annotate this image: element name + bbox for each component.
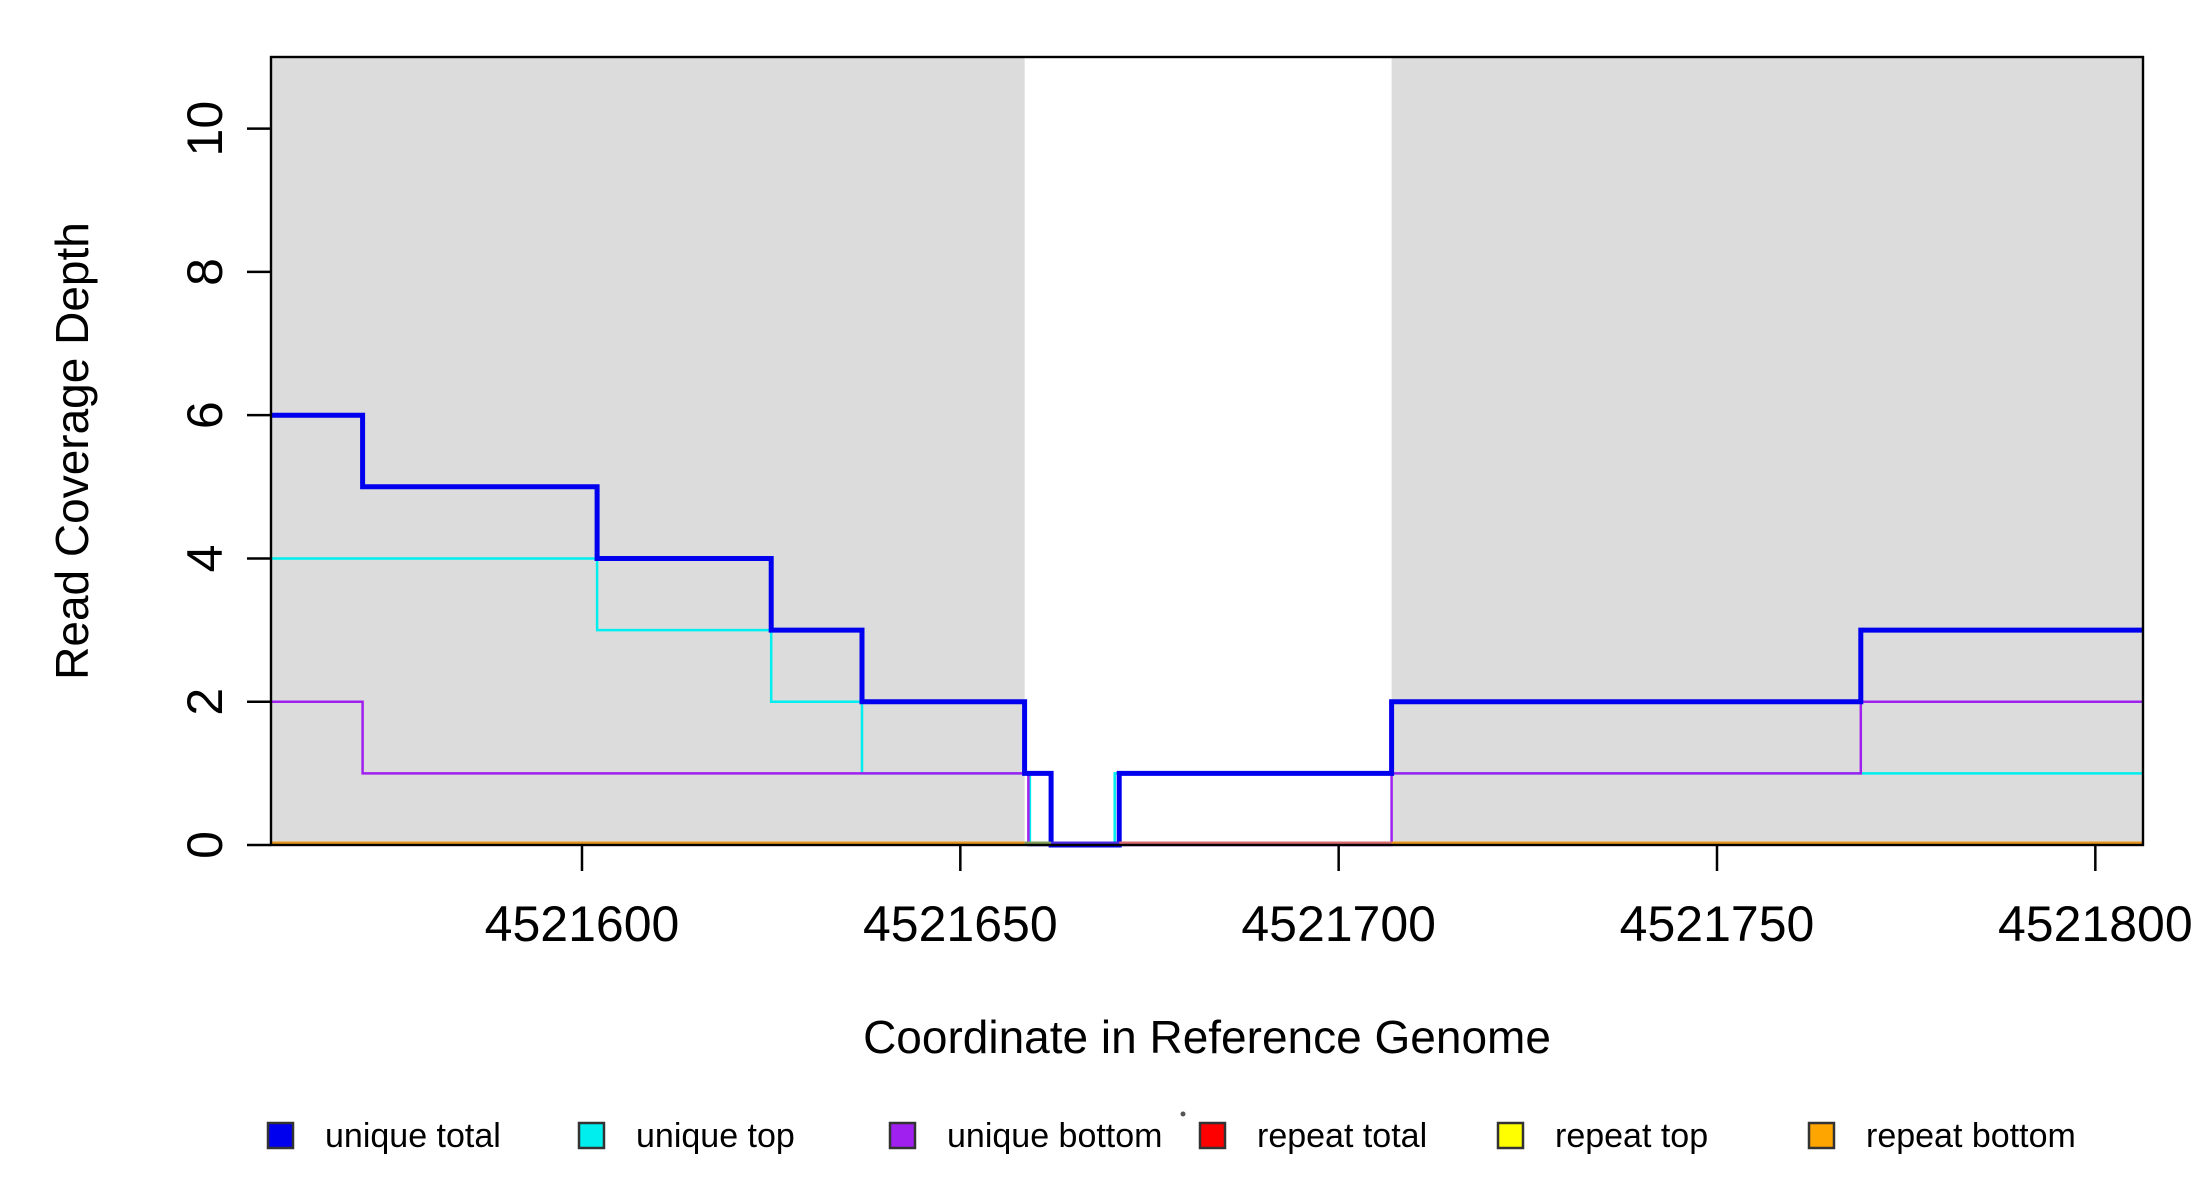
- x-tick-label: 4521750: [1620, 896, 1815, 952]
- legend-label-unique-total: unique total: [325, 1117, 501, 1155]
- legend-label-repeat-total: repeat total: [1257, 1117, 1427, 1155]
- legend-label-unique-top: unique top: [636, 1117, 795, 1155]
- x-tick-label: 4521800: [1998, 896, 2193, 952]
- legend-swatch-repeat-total: [1198, 1121, 1227, 1150]
- series-line-unique-top: [271, 557, 2143, 847]
- x-axis-title: Coordinate in Reference Genome: [863, 1011, 1551, 1063]
- y-tick-label: 6: [177, 401, 233, 429]
- series-line-unique-total: [271, 412, 2143, 848]
- legend: unique total unique top unique bottom repea…: [266, 1117, 2076, 1155]
- stray-dot-artifact: [1180, 1111, 1186, 1117]
- legend-swatch-unique-total: [266, 1121, 295, 1150]
- legend-swatch-unique-top: [577, 1121, 606, 1150]
- annotations-group: [1180, 1111, 1186, 1117]
- shaded-regions-group: [271, 57, 2143, 845]
- axis-ticks-group: 4521600 4521650 4521700 4521750 4521800 0 2 4 6 8…: [177, 101, 2193, 952]
- plot-frame: [269, 55, 2145, 847]
- y-tick-label: 0: [177, 831, 233, 859]
- y-axis-title: Read Coverage Depth: [46, 222, 98, 680]
- legend-label-unique-bottom: unique bottom: [947, 1117, 1163, 1155]
- legend-swatch-unique-bottom: [888, 1121, 917, 1150]
- legend-swatch-repeat-bottom: [1807, 1121, 1836, 1150]
- x-tick-label: 4521600: [485, 896, 680, 952]
- x-tick-label: 4521650: [863, 896, 1058, 952]
- legend-label-repeat-bottom: repeat bottom: [1866, 1117, 2076, 1155]
- x-tick-label: 4521700: [1241, 896, 1436, 952]
- plot-frame-group: [269, 55, 2145, 847]
- y-tick-label: 10: [177, 101, 233, 157]
- shaded-region-left: [271, 57, 1025, 845]
- y-tick-label: 8: [177, 258, 233, 286]
- legend-swatch-repeat-top: [1496, 1121, 1525, 1150]
- y-tick-label: 4: [177, 545, 233, 573]
- legend-label-repeat-top: repeat top: [1555, 1117, 1708, 1155]
- y-tick-label: 2: [177, 688, 233, 716]
- shaded-region-right: [1391, 57, 2143, 845]
